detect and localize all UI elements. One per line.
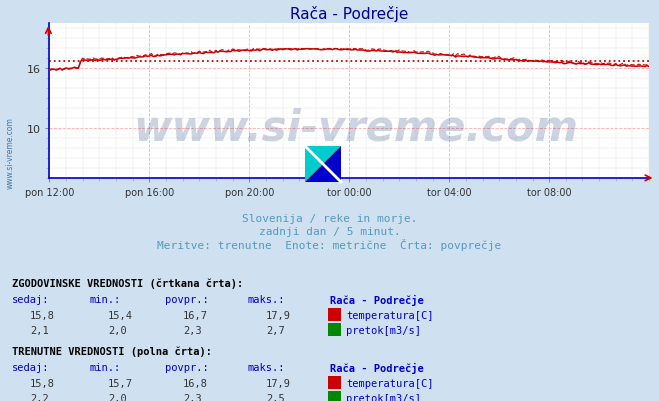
Text: 2,7: 2,7 xyxy=(266,326,285,336)
Text: min.:: min.: xyxy=(90,363,121,373)
Text: povpr.:: povpr.: xyxy=(165,295,209,305)
Bar xyxy=(328,324,341,336)
Text: 17,9: 17,9 xyxy=(266,379,291,389)
Text: 16,7: 16,7 xyxy=(183,311,208,321)
Text: sedaj:: sedaj: xyxy=(12,363,49,373)
Text: Meritve: trenutne  Enote: metrične  Črta: povprečje: Meritve: trenutne Enote: metrične Črta: … xyxy=(158,239,501,251)
Text: 2,1: 2,1 xyxy=(30,326,49,336)
Text: Slovenija / reke in morje.: Slovenija / reke in morje. xyxy=(242,214,417,223)
Title: Rača - Podrečje: Rača - Podrečje xyxy=(290,6,409,22)
Text: 15,8: 15,8 xyxy=(30,311,55,321)
Text: TRENUTNE VREDNOSTI (polna črta):: TRENUTNE VREDNOSTI (polna črta): xyxy=(12,345,212,356)
Text: Rača - Podrečje: Rača - Podrečje xyxy=(330,362,424,373)
Text: 2,5: 2,5 xyxy=(266,393,285,401)
Bar xyxy=(328,309,341,322)
Text: 16,8: 16,8 xyxy=(183,379,208,389)
Text: 17,9: 17,9 xyxy=(266,311,291,321)
Text: pretok[m3/s]: pretok[m3/s] xyxy=(346,326,421,336)
Text: 2,3: 2,3 xyxy=(183,393,202,401)
Text: min.:: min.: xyxy=(90,295,121,305)
FancyBboxPatch shape xyxy=(305,146,341,182)
Polygon shape xyxy=(305,146,341,182)
Text: pretok[m3/s]: pretok[m3/s] xyxy=(346,393,421,401)
Text: Rača - Podrečje: Rača - Podrečje xyxy=(330,294,424,305)
Text: sedaj:: sedaj: xyxy=(12,295,49,305)
Text: temperatura[C]: temperatura[C] xyxy=(346,379,434,389)
Text: www.si-vreme.com: www.si-vreme.com xyxy=(133,107,579,149)
Polygon shape xyxy=(305,146,341,182)
Bar xyxy=(328,391,341,401)
Text: povpr.:: povpr.: xyxy=(165,363,209,373)
Text: 15,7: 15,7 xyxy=(108,379,133,389)
Text: temperatura[C]: temperatura[C] xyxy=(346,311,434,321)
Text: 2,3: 2,3 xyxy=(183,326,202,336)
Text: maks.:: maks.: xyxy=(248,295,285,305)
Text: 2,2: 2,2 xyxy=(30,393,49,401)
Text: www.si-vreme.com: www.si-vreme.com xyxy=(5,117,14,188)
Text: maks.:: maks.: xyxy=(248,363,285,373)
Text: 15,4: 15,4 xyxy=(108,311,133,321)
Bar xyxy=(328,377,341,389)
Text: 2,0: 2,0 xyxy=(108,393,127,401)
Text: ZGODOVINSKE VREDNOSTI (črtkana črta):: ZGODOVINSKE VREDNOSTI (črtkana črta): xyxy=(12,277,243,288)
Text: 2,0: 2,0 xyxy=(108,326,127,336)
Text: 15,8: 15,8 xyxy=(30,379,55,389)
Text: zadnji dan / 5 minut.: zadnji dan / 5 minut. xyxy=(258,227,401,237)
